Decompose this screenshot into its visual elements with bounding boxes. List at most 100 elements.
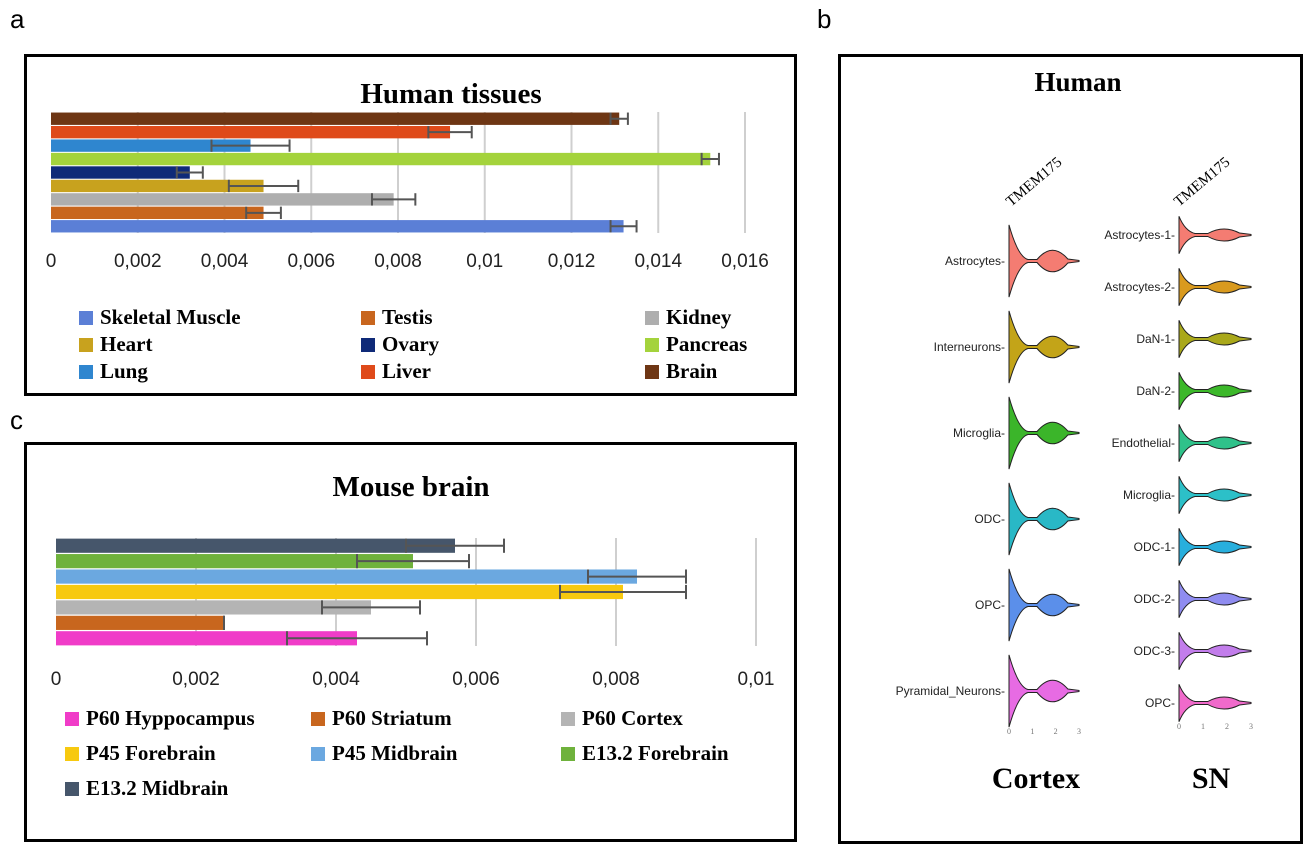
- violin-pyramidal-neurons: [1008, 654, 1080, 728]
- legend-swatch-testis: [361, 311, 375, 325]
- bar-p60-cortex: [56, 600, 371, 615]
- x-tick-label: 0,012: [548, 251, 596, 272]
- x-tick-label: 0,002: [172, 669, 220, 690]
- legend-label-p60-cortex: P60 Cortex: [582, 706, 683, 730]
- violin-interneurons: [1008, 310, 1080, 384]
- legend-swatch-lung: [79, 365, 93, 379]
- x-tick-label: 0: [46, 251, 57, 272]
- x-tick-label: 0,014: [634, 251, 682, 272]
- legend-label-p60-striatum: P60 Striatum: [332, 706, 452, 730]
- violin-label-odc-1: ODC-1-: [1134, 540, 1175, 554]
- legend-swatch-p60-cortex: [561, 712, 575, 726]
- x-tick-label: 0,006: [452, 669, 500, 690]
- legend-swatch-p60-hyppocampus: [65, 712, 79, 726]
- violin-x-tick: 3: [1077, 727, 1081, 736]
- bar-skeletal-muscle: [51, 220, 624, 233]
- violin-label-opc: OPC-: [1145, 696, 1175, 710]
- sn-label: SN: [1192, 762, 1231, 795]
- legend-swatch-skeletal-muscle: [79, 311, 93, 325]
- violin-label-astrocytes-1: Astrocytes-1-: [1104, 228, 1175, 242]
- violin-label-astrocytes-2: Astrocytes-2-: [1104, 280, 1175, 294]
- human-violin-panel: Human TMEM175 TMEM175 Astrocytes- Interneuro…: [838, 54, 1303, 844]
- violin-x-tick: 3: [1249, 722, 1253, 731]
- violin-label-microglia: Microglia-: [953, 426, 1005, 440]
- violin-dan-1: [1178, 320, 1252, 358]
- chart-title: Mouse brain: [332, 471, 489, 503]
- legend-swatch-p60-striatum: [311, 712, 325, 726]
- violin-astrocytes-2: [1178, 268, 1252, 306]
- bar-heart: [51, 179, 264, 193]
- violin-endothelial: [1178, 424, 1252, 462]
- violin-odc: [1008, 482, 1080, 556]
- legend-swatch-liver: [361, 365, 375, 379]
- legend-label-ovary: Ovary: [382, 332, 440, 356]
- x-tick-label: 0,016: [721, 251, 769, 272]
- violin-opc: [1008, 568, 1080, 642]
- violin-label-odc-3: ODC-3-: [1134, 644, 1175, 658]
- x-tick-label: 0: [51, 669, 62, 690]
- mouse-brain-panel: Mouse brain 0 0,002 0,004 0,006 0,008 0,01 P60 …: [24, 442, 797, 842]
- violin-x-tick: 0: [1177, 722, 1181, 731]
- legend-swatch-e13-2-forebrain: [561, 747, 575, 761]
- legend-label-e13-2-forebrain: E13.2 Forebrain: [582, 741, 729, 765]
- legend-label-pancreas: Pancreas: [666, 332, 747, 356]
- violin-astrocytes-1: [1178, 216, 1252, 254]
- legend-label-heart: Heart: [100, 332, 152, 356]
- legend-label-lung: Lung: [100, 359, 148, 383]
- violin-x-tick: 1: [1201, 722, 1205, 731]
- legend-label-brain: Brain: [666, 359, 718, 383]
- legend-label-skeletal-muscle: Skeletal Muscle: [100, 305, 241, 329]
- legend-swatch-ovary: [361, 338, 375, 352]
- legend-swatch-heart: [79, 338, 93, 352]
- sn-gene-label: TMEM175: [1171, 154, 1233, 210]
- violin-x-tick: 2: [1054, 727, 1058, 736]
- violin-title: Human: [1034, 67, 1121, 97]
- violin-dan-2: [1178, 372, 1252, 410]
- violin-microglia: [1178, 476, 1252, 514]
- bar-e13-2-forebrain: [56, 554, 413, 569]
- x-tick-label: 0,008: [374, 251, 422, 272]
- x-tick-label: 0,01: [466, 251, 503, 272]
- legend-swatch-kidney: [645, 311, 659, 325]
- violin-label-interneurons: Interneurons-: [934, 340, 1005, 354]
- bar-p60-hyppocampus: [56, 631, 357, 646]
- bar-p45-forebrain: [56, 584, 623, 600]
- violin-odc-1: [1178, 528, 1252, 566]
- violin-x-tick: 1: [1030, 727, 1034, 736]
- x-tick-label: 0,004: [201, 251, 249, 272]
- bar-p45-midbrain: [56, 569, 637, 584]
- legend-swatch-brain: [645, 365, 659, 379]
- x-tick-label: 0,002: [114, 251, 162, 272]
- bar-testis: [51, 206, 264, 220]
- legend-label-testis: Testis: [382, 305, 433, 329]
- violin-label-microglia: Microglia-: [1123, 488, 1175, 502]
- bar-p60-striatum: [56, 615, 224, 630]
- violin-label-opc: OPC-: [975, 598, 1005, 612]
- panel-letter-a: a: [10, 4, 25, 34]
- bar-kidney: [51, 193, 394, 206]
- violin-microglia: [1008, 396, 1080, 470]
- x-tick-label: 0,008: [592, 669, 640, 690]
- human-tissues-panel: Human tissues 0 0,002 0,004 0,006 0,008 0,01 0,…: [24, 54, 797, 396]
- panel-letter-b: b: [817, 4, 832, 34]
- legend-label-e13-2-midbrain: E13.2 Midbrain: [86, 776, 229, 800]
- panel-letter-c: c: [10, 405, 23, 435]
- violin-label-endothelial: Endothelial-: [1112, 436, 1175, 450]
- legend-label-kidney: Kidney: [666, 305, 732, 329]
- legend-swatch-pancreas: [645, 338, 659, 352]
- violin-label-pyramidal-neurons: Pyramidal_Neurons-: [896, 684, 1005, 698]
- violin-label-dan-1: DaN-1-: [1136, 332, 1175, 346]
- bar-liver: [51, 125, 451, 139]
- violin-label-odc: ODC-: [974, 512, 1005, 526]
- bar-e13-2-midbrain: [56, 538, 455, 553]
- cortex-label: Cortex: [992, 762, 1080, 795]
- violin-odc-2: [1178, 580, 1252, 618]
- human-tissues-chart: Human tissues 0 0,002 0,004 0,006 0,008 0,01 0,…: [46, 78, 769, 383]
- x-tick-label: 0,004: [312, 669, 360, 690]
- legend-swatch-p45-forebrain: [65, 747, 79, 761]
- violin-odc-3: [1178, 632, 1252, 670]
- bar-brain: [51, 112, 620, 125]
- legend-swatch-p45-midbrain: [311, 747, 325, 761]
- bar-ovary: [51, 166, 190, 179]
- mouse-brain-chart: Mouse brain 0 0,002 0,004 0,006 0,008 0,01 P60 …: [51, 471, 775, 800]
